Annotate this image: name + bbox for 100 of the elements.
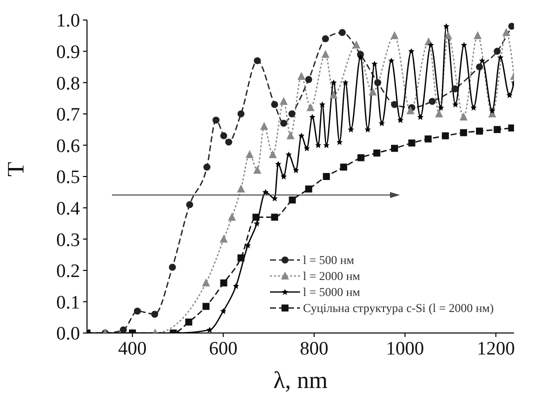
point <box>220 279 228 286</box>
point <box>288 110 296 118</box>
point <box>246 150 254 158</box>
point <box>424 135 432 142</box>
y-tick-label: 0.1 <box>56 292 80 314</box>
point <box>352 40 360 49</box>
point <box>203 164 210 171</box>
point <box>397 117 404 124</box>
point <box>374 79 382 86</box>
legend-label: l = 2000 нм <box>303 268 360 284</box>
point <box>323 142 330 148</box>
point <box>120 326 127 333</box>
y-tick-label: 0.4 <box>56 198 80 220</box>
point <box>305 76 312 83</box>
point <box>388 58 394 64</box>
point <box>438 104 444 111</box>
point <box>151 310 158 318</box>
point <box>451 85 458 92</box>
point <box>280 120 288 127</box>
point <box>428 42 434 48</box>
point <box>202 302 210 310</box>
y-tick-label: 0.9 <box>56 42 80 64</box>
point <box>298 132 304 139</box>
point <box>134 308 141 315</box>
point <box>417 114 424 120</box>
point <box>508 124 514 132</box>
point <box>220 308 226 314</box>
point <box>357 54 364 61</box>
point <box>322 35 329 42</box>
point <box>452 102 458 108</box>
point <box>286 131 295 140</box>
point <box>306 103 314 112</box>
point <box>186 201 194 208</box>
point <box>309 114 316 120</box>
point <box>406 106 414 114</box>
point <box>348 126 354 133</box>
y-tick-label: 0.2 <box>56 261 80 282</box>
point <box>435 109 444 118</box>
point <box>479 58 486 64</box>
point <box>442 132 449 140</box>
point <box>212 116 220 124</box>
point <box>272 195 278 202</box>
point <box>322 173 330 180</box>
point <box>253 166 262 174</box>
y-tick-label: 0.6 <box>56 136 80 157</box>
point <box>508 22 514 30</box>
point <box>237 254 244 262</box>
point <box>342 80 348 86</box>
point <box>225 138 232 146</box>
point <box>330 80 337 86</box>
point <box>319 102 326 108</box>
point <box>474 31 482 40</box>
point <box>476 128 483 135</box>
point <box>268 150 277 158</box>
point <box>280 174 287 180</box>
point <box>202 278 210 286</box>
point <box>254 220 260 226</box>
legend-label: Суцільна структура c-Si (l = 2000 нм) <box>303 300 494 316</box>
point <box>220 234 228 243</box>
point <box>336 139 343 146</box>
point <box>292 167 299 174</box>
point <box>286 152 292 158</box>
point <box>232 283 239 290</box>
point <box>321 50 330 58</box>
point <box>228 212 236 221</box>
point <box>391 144 398 152</box>
point <box>506 92 512 98</box>
y-tick-label: 0.8 <box>56 73 80 94</box>
point <box>470 104 477 111</box>
point <box>408 48 414 54</box>
y-axis-title: T <box>4 162 30 176</box>
point <box>280 96 288 105</box>
point <box>260 122 268 130</box>
point <box>476 63 483 70</box>
point <box>244 242 251 248</box>
point <box>237 110 244 118</box>
point <box>378 120 385 126</box>
x-tick-label: 400 <box>118 338 147 360</box>
point <box>254 57 261 64</box>
point <box>330 90 338 99</box>
point <box>275 160 282 167</box>
point <box>338 29 346 36</box>
point <box>252 214 260 221</box>
point <box>497 54 504 61</box>
point <box>391 101 398 108</box>
point <box>460 112 468 121</box>
point <box>304 145 310 152</box>
point <box>390 31 399 40</box>
y-tick-label: 0.5 <box>56 167 80 188</box>
point <box>305 186 312 193</box>
point <box>297 72 306 80</box>
point <box>461 42 468 48</box>
point <box>494 126 501 134</box>
point <box>288 196 296 204</box>
x-tick-label: 800 <box>300 338 328 360</box>
x-axis-title: λ, nm <box>273 368 328 394</box>
point <box>364 126 371 133</box>
point <box>494 48 501 55</box>
point <box>340 164 348 171</box>
legend-label: l = 500 нм <box>303 252 354 268</box>
